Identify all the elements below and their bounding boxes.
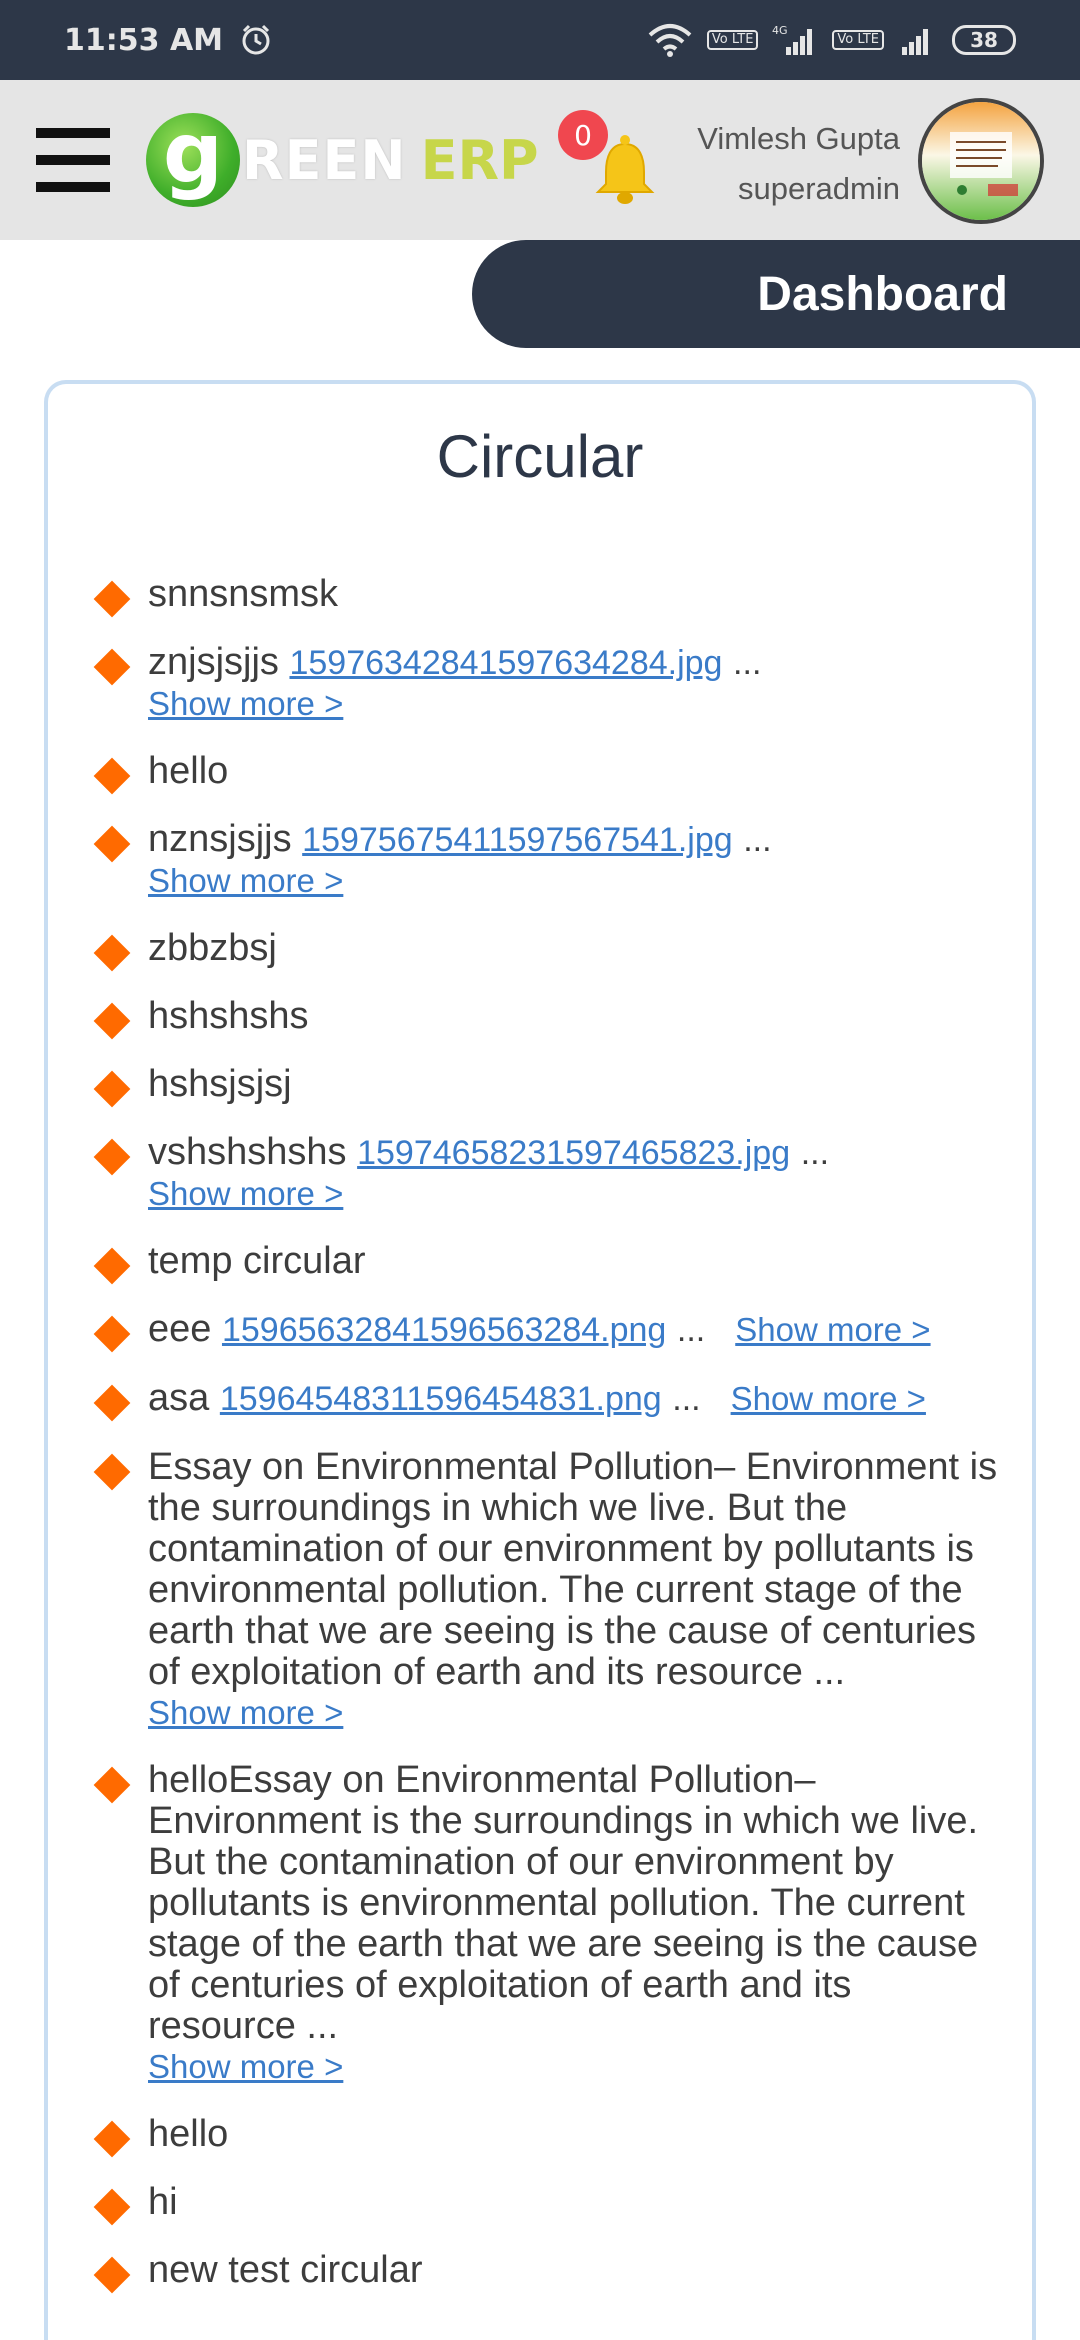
attachment-link[interactable]: 15964548311596454831.png [219, 1380, 662, 1418]
list-item[interactable]: zbbzbsj [88, 927, 998, 972]
card-title: Circular [436, 423, 644, 490]
diamond-bullet-icon [93, 757, 131, 795]
diamond-bullet-icon [93, 1247, 131, 1285]
circular-text: hello [148, 750, 229, 792]
wifi-icon [647, 23, 693, 57]
ellipsis: ... [672, 1380, 701, 1418]
diamond-bullet-icon [93, 1315, 131, 1353]
list-item[interactable]: temp circular [88, 1240, 998, 1285]
circular-text: hello [148, 2113, 229, 2155]
volte-badge-2: Vo LTE [832, 30, 884, 50]
notification-badge[interactable]: 0 [558, 110, 608, 160]
list-item[interactable]: snnsnsmsk [88, 573, 998, 618]
circular-text: hshshshs [148, 995, 309, 1037]
list-item[interactable]: new test circular [88, 2249, 998, 2294]
circular-text: nznsjsjjs [148, 818, 292, 860]
list-item[interactable]: hshsjsjsj [88, 1063, 998, 1108]
logo-reen: REEN [242, 128, 407, 192]
circular-text: znjsjsjjs [148, 641, 279, 683]
show-more-link[interactable]: Show more > [148, 685, 344, 722]
user-name: Vimlesh Gupta [697, 121, 900, 156]
diamond-bullet-icon [93, 1453, 131, 1491]
show-more-link[interactable]: Show more > [730, 1380, 926, 1417]
app-logo: g REEN ERP [146, 110, 539, 210]
attachment-link[interactable]: 15974658231597465823.jpg [357, 1134, 791, 1172]
diamond-bullet-icon [93, 825, 131, 863]
signal-icon-1: 4G [772, 23, 818, 57]
diamond-bullet-icon [93, 580, 131, 618]
circular-text: hi [148, 2181, 178, 2223]
dashboard-label: Dashboard [757, 267, 1008, 321]
show-more-link[interactable]: Show more > [148, 1175, 344, 1212]
avatar[interactable] [918, 98, 1044, 224]
circular-text: zbbzbsj [148, 927, 277, 969]
dashboard-button[interactable]: Dashboard [472, 240, 1080, 348]
circular-text: Essay on Environmental Pollution– Enviro… [148, 1446, 998, 1693]
signal-icon-2 [898, 23, 938, 57]
diamond-bullet-icon [93, 1766, 131, 1804]
logo-erp: ERP [420, 128, 539, 192]
circular-text: asa [148, 1377, 210, 1419]
diamond-bullet-icon [93, 2188, 131, 2226]
attachment-link[interactable]: 15976342841597634284.jpg [289, 644, 723, 682]
attachment-link[interactable]: 15965632841596563284.png [221, 1311, 667, 1349]
menu-icon[interactable] [36, 128, 110, 192]
bell-icon[interactable] [590, 130, 660, 210]
battery-indicator: 38 [952, 25, 1016, 55]
app-header: g REEN ERP 0 Vimlesh Gupta superadmin [0, 80, 1080, 240]
show-more-link[interactable]: Show more > [148, 862, 344, 899]
ellipsis: ... [800, 1134, 830, 1172]
ellipsis: ... [743, 821, 772, 859]
diamond-bullet-icon [93, 648, 131, 686]
list-item[interactable]: asa 15964548311596454831.png ... Show mor… [88, 1377, 998, 1422]
diamond-bullet-icon [93, 1002, 131, 1040]
logo-g: g [146, 111, 240, 207]
status-time: 11:53 AM [64, 22, 224, 58]
list-item[interactable]: nznsjsjjs 15975675411597567541.jpg ... Sh… [88, 819, 998, 901]
list-item[interactable]: vshshshshs 15974658231597465823.jpg ... S… [88, 1132, 998, 1214]
diamond-bullet-icon [93, 1138, 131, 1176]
circular-text: helloEssay on Environmental Pollution– E… [148, 1759, 979, 2047]
user-role: superadmin [738, 171, 900, 206]
list-item[interactable]: hello [88, 2113, 998, 2158]
list-item[interactable]: helloEssay on Environmental Pollution– E… [88, 1760, 998, 2087]
diamond-bullet-icon [93, 2120, 131, 2158]
circular-card: Circular snnsnsmsk znjsjsjjs 159763428415… [44, 380, 1036, 2340]
circular-text: vshshshshs [148, 1131, 347, 1173]
circular-list: snnsnsmsk znjsjsjjs 15976342841597634284.… [88, 574, 998, 2318]
list-item[interactable]: eee 15965632841596563284.png ... Show mor… [88, 1308, 998, 1353]
user-info: Vimlesh Gupta superadmin [697, 114, 900, 214]
volte-badge-1: Vo LTE [706, 30, 759, 50]
circular-text: temp circular [148, 1240, 366, 1282]
list-item[interactable]: hshshshs [88, 995, 998, 1040]
circular-text: new test circular [148, 2249, 423, 2291]
diamond-bullet-icon [93, 934, 131, 972]
ellipsis: ... [676, 1311, 706, 1349]
status-bar: 11:53 AM Vo LTE 4G Vo LTE 38 [0, 0, 1080, 80]
circular-text: snnsnsmsk [148, 573, 339, 615]
circular-text: hshsjsjsj [148, 1063, 292, 1105]
list-item[interactable]: hi [88, 2181, 998, 2226]
alarm-icon [239, 23, 273, 57]
attachment-link[interactable]: 15975675411597567541.jpg [302, 821, 733, 859]
diamond-bullet-icon [93, 2256, 131, 2294]
list-item[interactable]: Essay on Environmental Pollution– Enviro… [88, 1447, 998, 1733]
circular-text: eee [148, 1308, 212, 1350]
show-more-link[interactable]: Show more > [735, 1311, 931, 1348]
ellipsis: ... [733, 644, 762, 682]
status-right: Vo LTE 4G Vo LTE 38 [647, 23, 1016, 57]
show-more-link[interactable]: Show more > [148, 2048, 344, 2085]
show-more-link[interactable]: Show more > [148, 1694, 344, 1731]
status-left: 11:53 AM [64, 23, 273, 58]
list-item[interactable]: hello [88, 750, 998, 795]
svg-text:4G: 4G [772, 24, 788, 37]
diamond-bullet-icon [93, 1384, 131, 1422]
list-item[interactable]: znjsjsjjs 15976342841597634284.jpg ... Sh… [88, 642, 998, 724]
diamond-bullet-icon [93, 1070, 131, 1108]
